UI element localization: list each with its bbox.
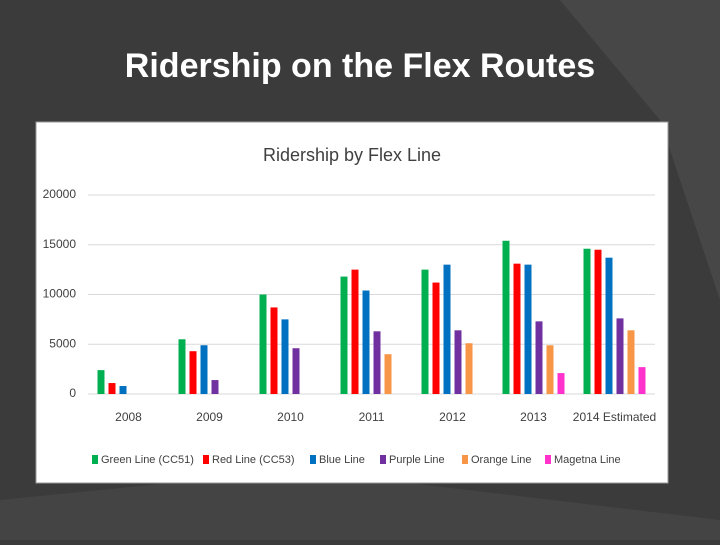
legend-label: Orange Line [471, 454, 532, 466]
y-tick-label: 20000 [43, 187, 77, 201]
bar [178, 339, 186, 394]
bar [513, 263, 521, 394]
bar [605, 257, 613, 394]
bar [535, 321, 543, 394]
legend-label: Green Line (CC51) [101, 454, 194, 466]
slide-title: Ridership on the Flex Routes [125, 47, 595, 85]
bar [594, 249, 602, 394]
bar [454, 330, 462, 394]
x-tick-label: 2013 [520, 410, 547, 424]
bar [211, 380, 219, 394]
bar [638, 367, 646, 394]
bar [616, 318, 624, 394]
legend-swatch [203, 455, 209, 464]
legend-swatch [380, 455, 386, 464]
y-tick-label: 15000 [43, 237, 77, 251]
bar [546, 345, 554, 394]
bar [557, 373, 565, 394]
x-tick-label: 2014 Estimated [573, 410, 656, 424]
chart-title: Ridership by Flex Line [263, 145, 441, 165]
bar [465, 343, 473, 394]
bar [97, 370, 105, 394]
decor [560, 0, 720, 300]
bar [119, 386, 127, 394]
bar [384, 354, 392, 394]
y-tick-label: 5000 [49, 336, 76, 350]
bar [362, 290, 370, 394]
bar [259, 294, 267, 394]
y-tick-label: 0 [69, 386, 76, 400]
bar [432, 282, 440, 394]
bar [627, 330, 635, 394]
legend-swatch [92, 455, 98, 464]
bar [421, 269, 429, 394]
bar [351, 269, 359, 394]
legend-swatch [545, 455, 551, 464]
bar [292, 348, 300, 394]
x-tick-label: 2010 [277, 410, 304, 424]
bar [524, 264, 532, 394]
legend-label: Blue Line [319, 454, 365, 466]
x-tick-label: 2009 [196, 410, 223, 424]
bar [270, 307, 278, 394]
y-tick-label: 10000 [43, 287, 77, 301]
legend-label: Purple Line [389, 454, 445, 466]
legend-swatch [310, 455, 316, 464]
bar [281, 319, 289, 394]
bar [200, 345, 208, 394]
legend-label: Red Line (CC53) [212, 454, 295, 466]
bar [373, 331, 381, 394]
legend-swatch [462, 455, 468, 464]
decor [0, 470, 720, 540]
bar [443, 264, 451, 394]
bar [583, 248, 591, 394]
x-tick-label: 2012 [439, 410, 466, 424]
bar [502, 240, 510, 394]
bar [340, 276, 348, 394]
legend-label: Magetna Line [554, 454, 621, 466]
x-tick-label: 2011 [359, 410, 385, 424]
x-tick-label: 2008 [115, 410, 142, 424]
bar [189, 351, 197, 394]
bar [108, 383, 116, 394]
